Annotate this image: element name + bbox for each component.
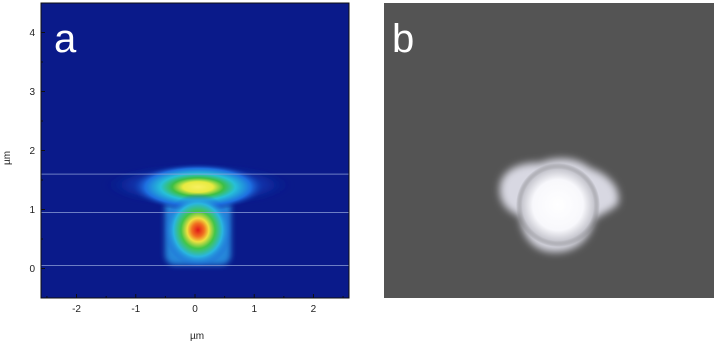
y-tick-label: 0 [29,264,35,275]
y-tick-label: 4 [29,28,35,39]
output-spot-core [516,163,600,247]
x-tick-label: 2 [311,304,317,315]
panel-b-background [384,3,714,298]
panel-a: a -2 -1 0 1 2 0 1 2 3 4 µm µm [2,2,350,342]
mode-profile [41,163,349,267]
x-axis: -2 -1 0 1 2 [46,294,344,315]
panel-b: b [384,3,714,298]
x-tick-label: 1 [251,304,257,315]
x-tick-label: -1 [131,304,140,315]
y-tick-label: 1 [29,205,35,216]
panel-b-letter: b [392,17,414,61]
mode-lobe-lower [164,193,232,267]
x-tick-label: -2 [72,304,81,315]
layer-boundary-lines [41,173,349,267]
y-axis-title: µm [2,151,13,165]
mode-lobe-upper [130,163,266,211]
y-tick-label: 3 [29,87,35,98]
x-tick-label: 0 [192,304,198,315]
y-tick-label: 2 [29,146,35,157]
x-axis-title: µm [190,331,204,342]
y-axis: 0 1 2 3 4 [29,2,45,299]
panel-a-letter: a [54,17,77,61]
